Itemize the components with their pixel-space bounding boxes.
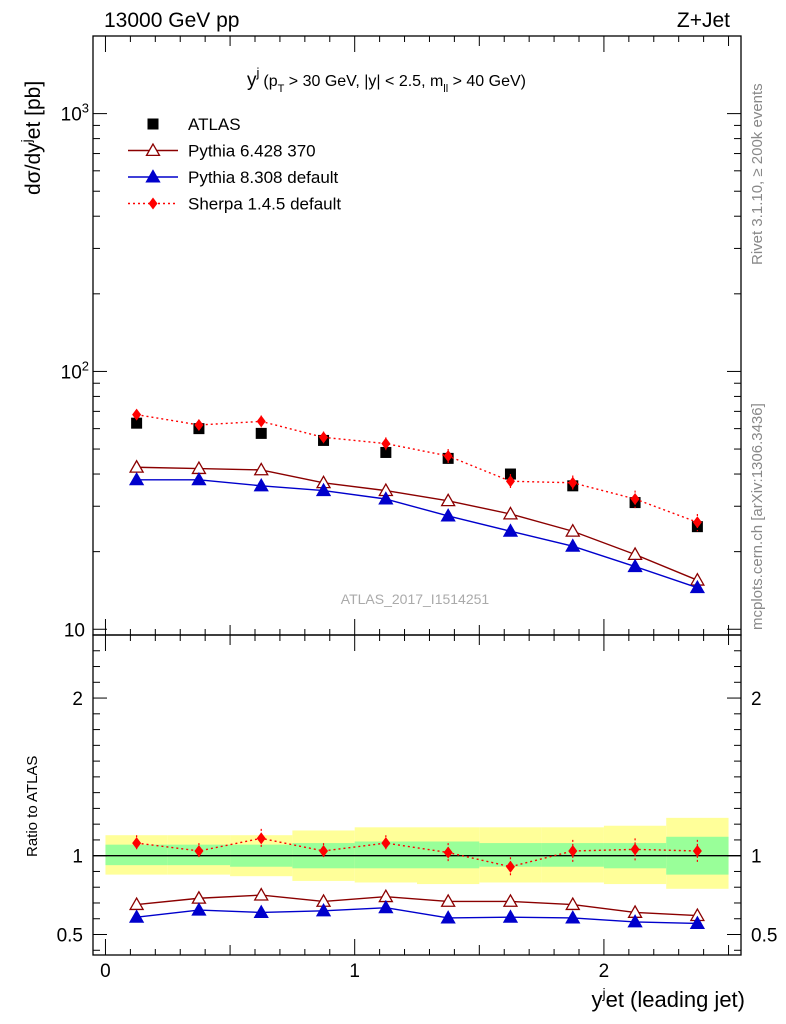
main-point-pythia-6-428-370 <box>191 460 207 475</box>
legend-label-sherpa-1-4-5-default: Sherpa 1.4.5 default <box>188 195 341 214</box>
main-point-pythia-6-428-370 <box>565 523 581 537</box>
main-point-sherpa-1-4-5-default <box>132 408 142 421</box>
ratio-y-tick-label: 2 <box>72 689 83 710</box>
legend-label-pythia-8-308-default: Pythia 8.308 default <box>188 168 339 187</box>
main-point-pythia-8-308-default <box>565 538 581 552</box>
legend-label-atlas: ATLAS <box>188 115 241 134</box>
main-point-sherpa-1-4-5-default <box>692 516 702 529</box>
main-point-pythia-8-308-default <box>253 478 269 492</box>
ratio-point-sherpa-1-4-5-default <box>692 844 702 857</box>
main-point-pythia-6-428-370 <box>502 506 519 520</box>
main-point-sherpa-1-4-5-default <box>381 437 391 450</box>
main-point-pythia-8-308-default <box>689 579 706 594</box>
legend: ATLAS Pythia 6.428 370 Pythia 8.308 defaul… <box>128 115 341 214</box>
main-point-sherpa-1-4-5-default <box>505 475 515 488</box>
main-panel: 10 102 103 <box>61 35 742 641</box>
ratio-point-pythia-6-428-370 <box>502 893 519 907</box>
ratio-point-pythia-8-308-default <box>565 910 581 924</box>
ratio-band-inner <box>479 843 542 867</box>
mcplots-label: mcplots.cern.ch [arXiv:1306.3436] <box>749 403 766 630</box>
ratio-point-sherpa-1-4-5-default <box>568 844 578 857</box>
ratio-frame <box>92 634 742 956</box>
main-point-atlas <box>380 446 392 458</box>
ratio-y-axis-label: Ratio to ATLAS <box>24 756 41 857</box>
ratio-point-pythia-8-308-default <box>191 902 207 916</box>
ratio-point-pythia-6-428-370 <box>253 887 269 901</box>
ratio-line-sherpa-1-4-5-default <box>136 837 698 868</box>
ratio-point-sherpa-1-4-5-default <box>256 832 266 845</box>
ratio-point-pythia-8-308-default <box>315 903 332 917</box>
legend-marker-atlas <box>147 118 159 130</box>
main-point-pythia-8-308-default <box>315 482 332 497</box>
observable-label: yj(pT > 30 GeV, |y| < 2.5, mll > 40 GeV) <box>247 65 526 95</box>
ratio-point-pythia-8-308-default <box>440 910 456 924</box>
main-point-pythia-6-428-370 <box>128 459 145 473</box>
ratio-point-pythia-8-308-default <box>253 904 269 918</box>
ratio-y-tick-label: 1 <box>72 847 83 868</box>
main-point-pythia-8-308-default <box>378 491 394 505</box>
ratio-point-sherpa-1-4-5-default <box>443 846 453 859</box>
x-axis-label: yjet (leading jet) <box>591 985 745 1012</box>
header-right: Z+Jet <box>677 9 730 32</box>
main-point-pythia-8-308-default <box>502 523 519 537</box>
ratio-point-pythia-8-308-default <box>378 899 394 914</box>
x-tick-label: 0 <box>100 961 111 982</box>
header-left: 13000 GeV pp <box>104 9 239 32</box>
analysis-watermark: ATLAS_2017_I1514251 <box>341 591 490 607</box>
ratio-point-pythia-8-308-default <box>627 914 643 928</box>
main-point-sherpa-1-4-5-default <box>256 415 266 428</box>
main-point-atlas <box>131 417 143 429</box>
ratio-point-sherpa-1-4-5-default <box>630 843 640 856</box>
ratio-band-inner <box>105 844 168 866</box>
legend-marker-pythia-8-308-default <box>145 169 161 183</box>
ratio-y-tick-label: 0.5 <box>57 926 83 947</box>
main-point-pythia-8-308-default <box>440 508 456 522</box>
ratio-point-sherpa-1-4-5-default <box>381 837 391 850</box>
main-point-pythia-8-308-default <box>128 471 145 486</box>
ratio-point-sherpa-1-4-5-default <box>194 844 204 857</box>
ratio-y-tick-label-right: 1 <box>751 847 762 868</box>
ratio-point-pythia-6-428-370 <box>378 888 394 903</box>
rivet-label: Rivet 3.1.10, ≥ 200k events <box>749 83 766 265</box>
main-point-sherpa-1-4-5-default <box>319 431 329 444</box>
ratio-point-sherpa-1-4-5-default <box>505 860 515 873</box>
main-point-atlas <box>255 427 267 439</box>
ratio-y-tick-label-right: 0.5 <box>751 926 777 947</box>
x-tick-label: 2 <box>599 961 610 982</box>
ratio-point-sherpa-1-4-5-default <box>132 837 142 850</box>
main-y-tick-label: 102 <box>61 358 89 383</box>
ratio-point-pythia-8-308-default <box>689 915 706 929</box>
main-point-sherpa-1-4-5-default <box>194 418 204 431</box>
ratio-panel: 0 1 2 0.5 0.5 1 1 2 2 <box>57 634 777 982</box>
main-point-pythia-6-428-370 <box>440 492 456 507</box>
main-point-sherpa-1-4-5-default <box>443 449 453 462</box>
main-line-pythia-8-308-default <box>136 479 698 589</box>
legend-marker-sherpa-1-4-5-default <box>148 197 158 210</box>
main-line-pythia-6-428-370 <box>136 466 698 581</box>
main-point-pythia-8-308-default <box>627 558 643 573</box>
ratio-y-tick-label-right: 2 <box>751 689 762 710</box>
ratio-line-pythia-6-428-370 <box>136 894 698 917</box>
ratio-point-pythia-8-308-default <box>128 909 145 923</box>
ratio-point-pythia-6-428-370 <box>565 896 581 911</box>
main-point-sherpa-1-4-5-default <box>568 476 578 489</box>
main-y-tick-label: 103 <box>61 101 89 126</box>
ratio-point-sherpa-1-4-5-default <box>319 844 329 857</box>
ratio-line-pythia-8-308-default <box>136 907 698 925</box>
main-y-axis-label: dσ/dyjet [pb] <box>18 81 45 195</box>
main-point-pythia-8-308-default <box>191 471 207 486</box>
main-y-tick-label: 10 <box>64 620 85 641</box>
ratio-point-pythia-8-308-default <box>502 909 519 923</box>
ratio-point-pythia-6-428-370 <box>440 893 456 907</box>
main-point-pythia-6-428-370 <box>627 546 643 561</box>
main-point-pythia-6-428-370 <box>253 462 269 476</box>
x-tick-label: 1 <box>349 961 360 982</box>
legend-marker-pythia-6-428-370 <box>145 142 161 157</box>
main-point-sherpa-1-4-5-default <box>630 493 640 506</box>
legend-label-pythia-6-428-370: Pythia 6.428 370 <box>188 142 316 161</box>
